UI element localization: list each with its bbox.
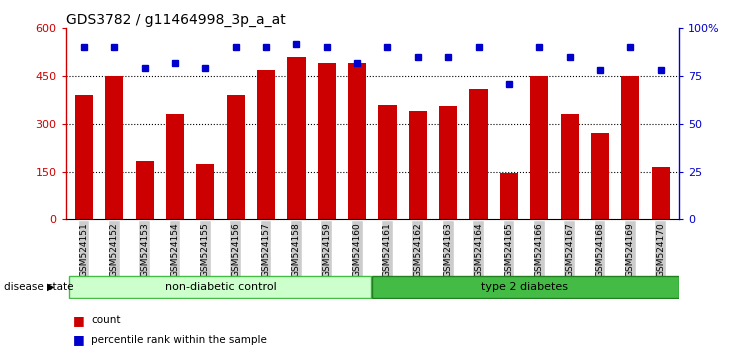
Bar (257, 70, 275, 219)
Text: ▶: ▶ (47, 282, 55, 292)
Bar (469, 89, 488, 219)
Text: GSM524161: GSM524161 (383, 222, 392, 277)
FancyBboxPatch shape (372, 275, 679, 298)
Bar (530, 76, 548, 219)
Text: GSM524156: GSM524156 (231, 222, 240, 277)
Text: GSM524152: GSM524152 (110, 222, 119, 277)
Text: GSM524167: GSM524167 (565, 222, 574, 277)
Bar (288, 57, 306, 219)
Text: GSM524170: GSM524170 (656, 222, 665, 277)
Text: GSM524151: GSM524151 (80, 222, 88, 277)
Bar (74, 95, 93, 219)
Bar (348, 63, 366, 219)
Bar (136, 161, 154, 219)
Text: GSM524163: GSM524163 (444, 222, 453, 277)
Bar (409, 111, 427, 219)
Text: type 2 diabetes: type 2 diabetes (480, 282, 568, 292)
Text: GSM524166: GSM524166 (535, 222, 544, 277)
FancyBboxPatch shape (69, 275, 371, 298)
Bar (561, 114, 579, 219)
Text: GSM524158: GSM524158 (292, 222, 301, 277)
Bar (652, 167, 670, 219)
Text: GSM524155: GSM524155 (201, 222, 210, 277)
Bar (105, 76, 123, 219)
Text: percentile rank within the sample: percentile rank within the sample (91, 335, 267, 345)
Text: GDS3782 / g11464998_3p_a_at: GDS3782 / g11464998_3p_a_at (66, 13, 285, 27)
Text: GSM524153: GSM524153 (140, 222, 149, 277)
Text: GSM524162: GSM524162 (413, 222, 423, 277)
Text: GSM524154: GSM524154 (171, 222, 180, 277)
Bar (318, 63, 336, 219)
Text: GSM524157: GSM524157 (261, 222, 271, 277)
Bar (196, 164, 215, 219)
Text: GSM524159: GSM524159 (322, 222, 331, 277)
Bar (378, 105, 396, 219)
Text: count: count (91, 315, 120, 325)
Text: GSM524168: GSM524168 (596, 222, 604, 277)
Text: ■: ■ (73, 333, 85, 346)
Text: ■: ■ (73, 314, 85, 327)
Text: GSM524165: GSM524165 (504, 222, 513, 277)
Text: GSM524169: GSM524169 (626, 222, 635, 277)
Bar (166, 114, 184, 219)
Bar (621, 76, 639, 219)
Text: disease state: disease state (4, 282, 73, 292)
Bar (226, 95, 245, 219)
Bar (439, 106, 457, 219)
Bar (591, 133, 609, 219)
Text: non-diabetic control: non-diabetic control (165, 282, 277, 292)
Text: GSM524164: GSM524164 (474, 222, 483, 277)
Bar (500, 173, 518, 219)
Text: GSM524160: GSM524160 (353, 222, 361, 277)
